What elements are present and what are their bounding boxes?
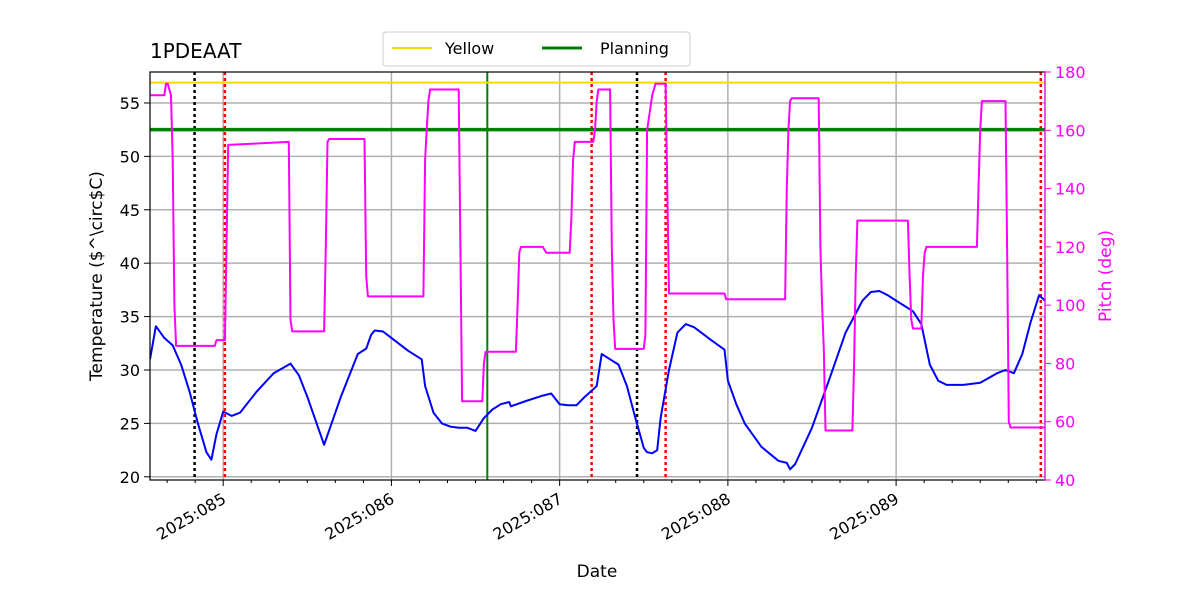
left-y-tick-label: 20	[120, 468, 140, 487]
series	[150, 82, 1045, 471]
plot-area-frame	[149, 71, 1046, 481]
grid	[150, 72, 1045, 480]
left-y-axis: 20 25 30 35 40 45 50 55	[120, 94, 150, 487]
x-tick-label: 2025:089	[826, 489, 902, 544]
right-y-tick-label: 40	[1055, 471, 1075, 490]
legend-frame	[382, 31, 691, 67]
pitch-series-line	[150, 82, 1045, 432]
x-axis: 2025:085 2025:086 2025:087 2025:088 2025:089	[153, 480, 1037, 544]
right-y-tick-label: 60	[1055, 413, 1075, 432]
legend-label-planning: Planning	[600, 39, 669, 58]
x-tick-label: 2025:087	[490, 489, 566, 544]
left-y-tick-label: 30	[120, 361, 140, 380]
right-y-tick-label: 180	[1055, 63, 1086, 82]
right-y-axis: 40 60 80 100 120 140 160 180	[1044, 63, 1086, 490]
x-tick-label: 2025:088	[658, 489, 734, 544]
left-y-tick-label: 35	[120, 308, 140, 327]
right-y-tick-label: 140	[1055, 180, 1086, 199]
event-markers	[193, 72, 1043, 480]
x-tick-label: 2025:085	[153, 489, 229, 544]
limit-lines	[150, 81, 1045, 132]
right-y-tick-label: 100	[1055, 296, 1086, 315]
x-tick-label: 2025:086	[322, 489, 398, 544]
left-y-axis-label: Temperature ($^\circ$C)	[87, 171, 107, 382]
legend-label-yellow: Yellow	[444, 39, 494, 58]
legend: Yellow Planning	[382, 31, 691, 67]
left-y-tick-label: 25	[120, 414, 140, 433]
right-y-tick-label: 160	[1055, 121, 1086, 140]
right-y-tick-label: 120	[1055, 238, 1086, 257]
x-axis-label: Date	[577, 562, 618, 582]
temperature-series-line	[150, 290, 1045, 471]
right-y-tick-label: 80	[1055, 354, 1075, 373]
left-y-tick-label: 50	[120, 147, 140, 166]
left-y-tick-label: 45	[120, 201, 140, 220]
chart-title: 1PDEAAT	[150, 39, 242, 63]
left-y-tick-label: 55	[120, 94, 140, 113]
right-y-axis-label: Pitch (deg)	[1096, 230, 1116, 322]
left-y-tick-label: 40	[120, 254, 140, 273]
